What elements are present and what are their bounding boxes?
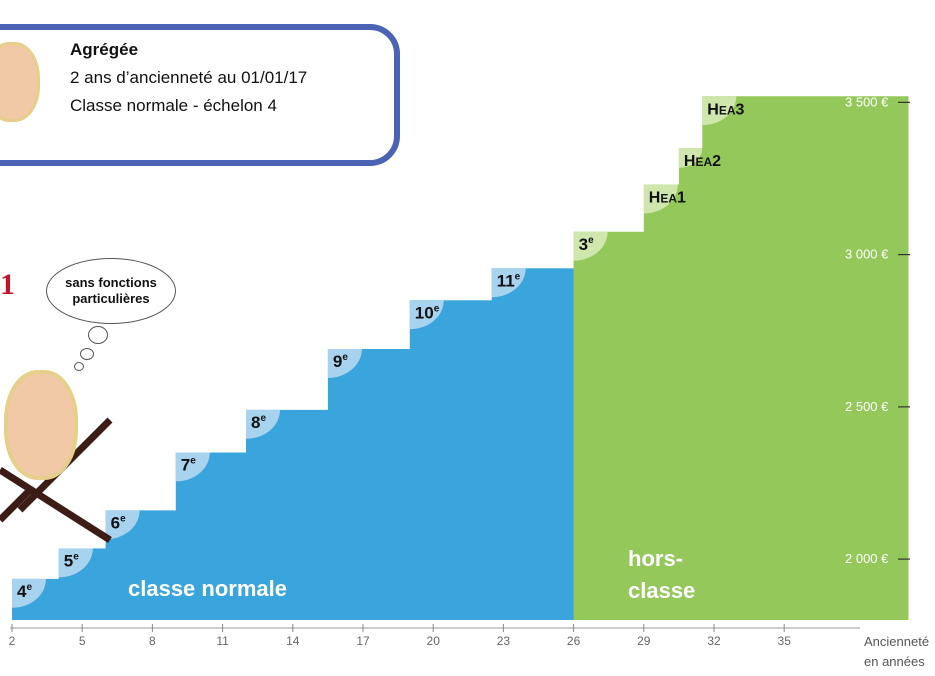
band-label-hors-1: hors-: [628, 546, 683, 571]
info-line-1: 2 ans d’ancienneté au 01/01/17: [70, 68, 308, 87]
band-label-normal: classe normale: [128, 576, 287, 601]
step-tab: [678, 148, 703, 168]
step-label: HEA1: [649, 190, 686, 207]
x-axis-title-2: en années: [864, 654, 925, 669]
step-bar: [409, 300, 493, 620]
x-tick-label: 11: [216, 634, 229, 648]
step-bar: [175, 452, 247, 620]
step-label: 11e: [497, 271, 521, 290]
x-tick-label: 8: [149, 634, 156, 648]
step-labels: 4e 5e 6e 7e 8e 9e 10e 11e 3e HEA1 HEA2 HEA3: [17, 101, 745, 601]
thought-bubble: sans fonctions particulières: [46, 258, 176, 324]
step-tab: [12, 578, 46, 608]
x-tick-label: 32: [707, 634, 721, 648]
step-label: 4e: [17, 582, 32, 601]
step-tab: [491, 268, 526, 298]
y-tick-label: 3 000 €: [845, 247, 889, 262]
thought-dot-medium: [80, 348, 94, 360]
avatar-top: [0, 42, 40, 122]
step-bar: [702, 96, 909, 620]
side-mark: 1: [0, 268, 15, 301]
step-bars: [12, 96, 909, 620]
avatar-bottom: [4, 370, 78, 480]
thought-line-2: particulières: [72, 291, 150, 306]
step-label: 10e: [415, 303, 440, 322]
x-tick-label: 2: [9, 634, 16, 648]
step-bar: [678, 148, 703, 620]
x-tick-label: 17: [356, 634, 370, 648]
step-tab: [246, 409, 280, 439]
step-tab: [105, 510, 140, 540]
x-tick-label: 26: [567, 634, 581, 648]
x-axis-title-1: Ancienneté: [864, 634, 929, 649]
x-tick-label: 29: [637, 634, 651, 648]
step-tab: [409, 300, 444, 330]
x-tick-label: 20: [427, 634, 441, 648]
step-tab: [327, 348, 362, 378]
step-label: 9e: [333, 352, 348, 371]
band-label-hors-2: classe: [628, 578, 695, 603]
step-tab: [643, 184, 678, 214]
x-tick-label: 5: [79, 634, 86, 648]
step-tabs: [12, 96, 737, 608]
step-bar: [246, 409, 329, 620]
step-tab: [573, 231, 608, 261]
x-axis: 2 5 8 11 14 17 20 23 26 29 32 35: [9, 624, 860, 648]
thought-dot-large: [88, 326, 108, 344]
info-line-2: Classe normale - échelon 4: [70, 96, 277, 115]
step-bar: [573, 231, 645, 620]
y-tick-label: 2 500 €: [845, 399, 889, 414]
x-tick-label: 14: [286, 634, 300, 648]
info-box: Agrégée 2 ans d’ancienneté au 01/01/17 C…: [0, 24, 400, 166]
info-title: Agrégée: [70, 40, 139, 59]
thought-dot-small: [74, 362, 84, 371]
step-bar: [643, 184, 680, 620]
step-label: 6e: [111, 513, 126, 532]
y-tick-label: 3 500 €: [845, 94, 889, 109]
y-tick-label: 2 000 €: [845, 551, 889, 566]
step-bar: [327, 348, 411, 620]
step-label: HEA3: [707, 101, 744, 118]
step-label: HEA2: [684, 153, 721, 170]
step-label: 8e: [251, 413, 266, 432]
step-label: 5e: [64, 551, 79, 570]
y-axis: 2 000 € 2 500 € 3 000 € 3 500 €: [845, 94, 910, 566]
thought-line-1: sans fonctions: [65, 275, 157, 290]
step-tab: [702, 96, 737, 126]
step-label: 7e: [181, 456, 196, 475]
x-tick-label: 35: [778, 634, 792, 648]
step-tab: [175, 452, 210, 482]
step-bar: [491, 268, 575, 620]
step-tab: [58, 548, 93, 578]
step-label: 3e: [579, 235, 594, 254]
x-tick-label: 23: [497, 634, 511, 648]
